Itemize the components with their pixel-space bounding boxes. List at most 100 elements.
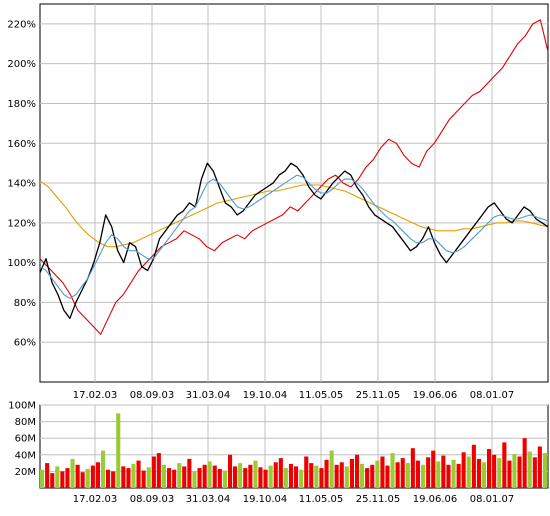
volume-bar (141, 470, 146, 488)
volume-bar (482, 462, 487, 488)
volume-bar (360, 463, 365, 488)
volume-x-tick-label: 19.06.06 (413, 494, 458, 505)
volume-x-tick-label: 25.11.05 (356, 494, 401, 505)
volume-bar (395, 462, 400, 488)
volume-bar (385, 465, 390, 488)
volume-x-tick-label: 08.09.03 (130, 494, 175, 505)
volume-bar (243, 468, 248, 488)
price-y-tick-label: 180% (7, 99, 36, 110)
volume-bar (410, 448, 415, 488)
volume-bar (70, 458, 75, 488)
volume-bar (517, 456, 522, 488)
volume-bar (85, 468, 90, 488)
volume-bar (268, 465, 273, 488)
series-line-ma_long (39, 180, 549, 248)
volume-bar (461, 452, 466, 488)
volume-bar (537, 446, 542, 488)
volume-bar (217, 468, 222, 488)
volume-bar (304, 456, 309, 488)
volume-bar (182, 466, 187, 488)
volume-bar (55, 466, 60, 488)
volume-bar (126, 468, 131, 488)
price-series (39, 19, 549, 335)
volume-bar (167, 468, 172, 488)
volume-bar (542, 453, 547, 488)
volume-bar (492, 454, 497, 488)
price-x-tick-label: 11.05.05 (299, 390, 344, 401)
volume-bar (121, 466, 126, 488)
volume-x-tick-label: 31.03.04 (186, 494, 231, 505)
volume-bar (451, 459, 456, 488)
volume-bar (202, 464, 207, 488)
volume-bar (65, 468, 70, 488)
volume-bar (512, 454, 517, 488)
volume-y-tick-label: 100M (8, 401, 36, 412)
volume-bar (436, 461, 441, 488)
volume-bar (75, 464, 80, 488)
volume-bar (415, 460, 420, 488)
volume-bar (177, 463, 182, 488)
volume-bar (238, 463, 243, 488)
volume-bar (380, 456, 385, 488)
price-y-tick-label: 120% (7, 218, 36, 229)
volume-bar (502, 442, 507, 488)
volume-bar (197, 468, 202, 488)
volume-bar (390, 453, 395, 488)
volume-bar (95, 462, 100, 488)
volume-y-tick-label: 20M (15, 467, 36, 478)
volume-bar (375, 460, 380, 488)
price-x-tick-label: 17.02.03 (73, 390, 118, 401)
volume-y-tick-label: 40M (15, 450, 36, 461)
volume-bar (212, 465, 217, 488)
volume-bar (161, 464, 166, 488)
price-y-tick-label: 100% (7, 258, 36, 269)
volume-x-tick-label: 19.10.04 (243, 494, 288, 505)
volume-bar (365, 468, 370, 488)
volume-bar (248, 464, 253, 488)
volume-bar (101, 450, 106, 488)
volume-bar (400, 458, 405, 488)
volume-x-tick-label: 17.02.03 (73, 494, 118, 505)
volume-bar (258, 467, 263, 489)
volume-bar (106, 469, 111, 488)
volume-bar (324, 459, 329, 488)
volume-bar (228, 454, 233, 488)
series-line-stock (39, 162, 549, 319)
volume-bar (329, 450, 334, 488)
volume-bar (80, 472, 85, 488)
volume-bar (233, 466, 238, 488)
volume-bar (45, 463, 50, 488)
volume-x-tick-label: 11.05.05 (299, 494, 344, 505)
volume-bar (507, 460, 512, 488)
volume-bar (136, 460, 141, 488)
volume-bars (40, 413, 547, 489)
price-y-tick-label: 80% (14, 298, 36, 309)
volume-bar (334, 464, 339, 488)
volume-bar (405, 463, 410, 488)
price-x-tick-label: 08.09.03 (130, 390, 175, 401)
volume-y-tick-label: 80M (15, 417, 36, 428)
volume-bar (156, 453, 161, 488)
volume-bar (60, 471, 65, 488)
volume-bar (146, 467, 151, 489)
price-y-tick-label: 200% (7, 59, 36, 70)
volume-x-axis: 17.02.03 08.09.03 31.03.04 19.10.04 11.05.05… (73, 494, 515, 505)
volume-bar (192, 471, 197, 488)
volume-bar (446, 464, 451, 488)
volume-bar (299, 469, 304, 488)
volume-bar (207, 461, 212, 488)
volume-bar (355, 454, 360, 488)
series-line-ma_short (39, 174, 549, 299)
volume-bar (339, 462, 344, 488)
price-x-tick-label: 19.10.04 (243, 390, 288, 401)
price-y-axis: 60% 80% 100% 120% 140% 160% 180% 200% 220% (7, 19, 36, 348)
volume-bar (421, 464, 426, 488)
volume-bar (131, 463, 136, 488)
volume-bar (476, 458, 481, 488)
volume-bar (349, 458, 354, 488)
volume-bar (40, 469, 45, 488)
volume-bar (466, 456, 471, 488)
price-y-tick-label: 60% (14, 338, 36, 349)
